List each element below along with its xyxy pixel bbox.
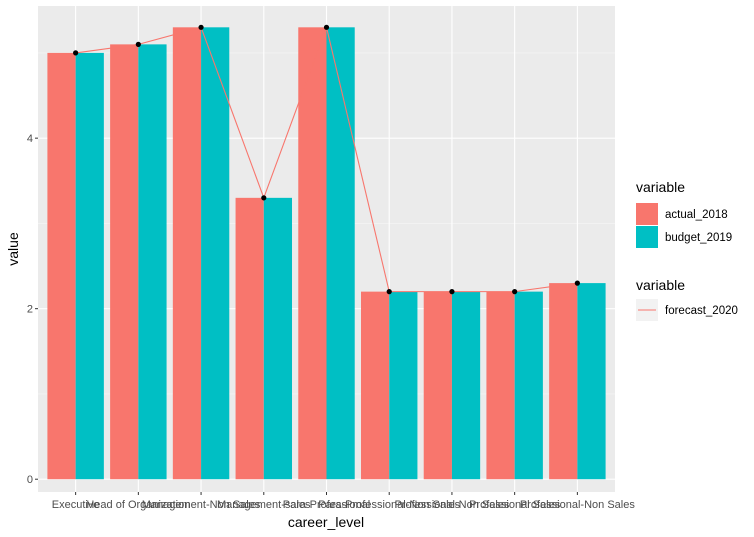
y-axis-title: value [5, 232, 21, 266]
bar-actual_2018 [549, 283, 578, 480]
bar-actual_2018 [298, 27, 327, 480]
bar-actual_2018 [360, 291, 390, 480]
bar-budget_2019 [201, 27, 230, 480]
x-tick-label: Professional-Non Sales [394, 499, 509, 511]
bar-budget_2019 [514, 291, 543, 480]
legend-title-bars: variable [636, 179, 685, 195]
bar-budget_2019 [577, 283, 606, 480]
y-axis: 0 2 4 [27, 133, 38, 486]
legend-label-budget-2019: budget_2019 [665, 232, 732, 244]
legend-title-line: variable [636, 277, 685, 293]
bar-budget_2019 [389, 291, 418, 480]
bar-actual_2018 [47, 52, 76, 480]
bar-budget_2019 [326, 27, 355, 480]
bar-budget_2019 [138, 44, 167, 480]
point-forecast_2020 [135, 41, 141, 47]
bars [47, 27, 606, 480]
point-forecast_2020 [386, 289, 392, 295]
legend: variable actual_2018 budget_2019 variabl… [636, 179, 738, 321]
point-forecast_2020 [73, 50, 79, 56]
bar-actual_2018 [423, 291, 452, 480]
bar-actual_2018 [235, 197, 264, 480]
bar-budget_2019 [75, 52, 104, 480]
legend-key-actual-2018 [636, 203, 658, 225]
point-forecast_2020 [449, 289, 455, 295]
x-tick-label: Executive [52, 499, 100, 511]
y-tick-label: 0 [27, 474, 33, 486]
bar-actual_2018 [172, 27, 202, 480]
bar-budget_2019 [263, 197, 293, 480]
x-tick-label: Professional-Non Sales [520, 499, 635, 511]
point-forecast_2020 [261, 195, 267, 201]
forecast-points [73, 24, 580, 295]
x-tick-label: Management-sales [217, 499, 311, 511]
bar-actual_2018 [486, 291, 515, 480]
x-tick-label: Management-Non Sales [142, 499, 261, 511]
point-forecast_2020 [512, 289, 518, 295]
x-tick-label: Head of Organization [86, 499, 190, 511]
y-tick-label: 4 [27, 133, 33, 145]
point-forecast_2020 [323, 24, 330, 30]
bar-budget_2019 [451, 291, 481, 480]
legend-key-budget-2019 [636, 226, 658, 248]
x-axis-title: career_level [288, 514, 364, 530]
point-forecast_2020 [574, 280, 580, 286]
y-tick-label: 2 [27, 304, 33, 316]
bar-actual_2018 [110, 44, 139, 480]
legend-label-actual-2018: actual_2018 [665, 209, 728, 221]
legend-label-forecast-2020: forecast_2020 [665, 305, 738, 317]
x-tick-label: Para-Professional [283, 499, 370, 511]
x-tick-label: Professional Sales [469, 499, 561, 511]
point-forecast_2020 [198, 24, 204, 30]
x-tick-label: Para-Professional-Non Sales [318, 499, 460, 511]
